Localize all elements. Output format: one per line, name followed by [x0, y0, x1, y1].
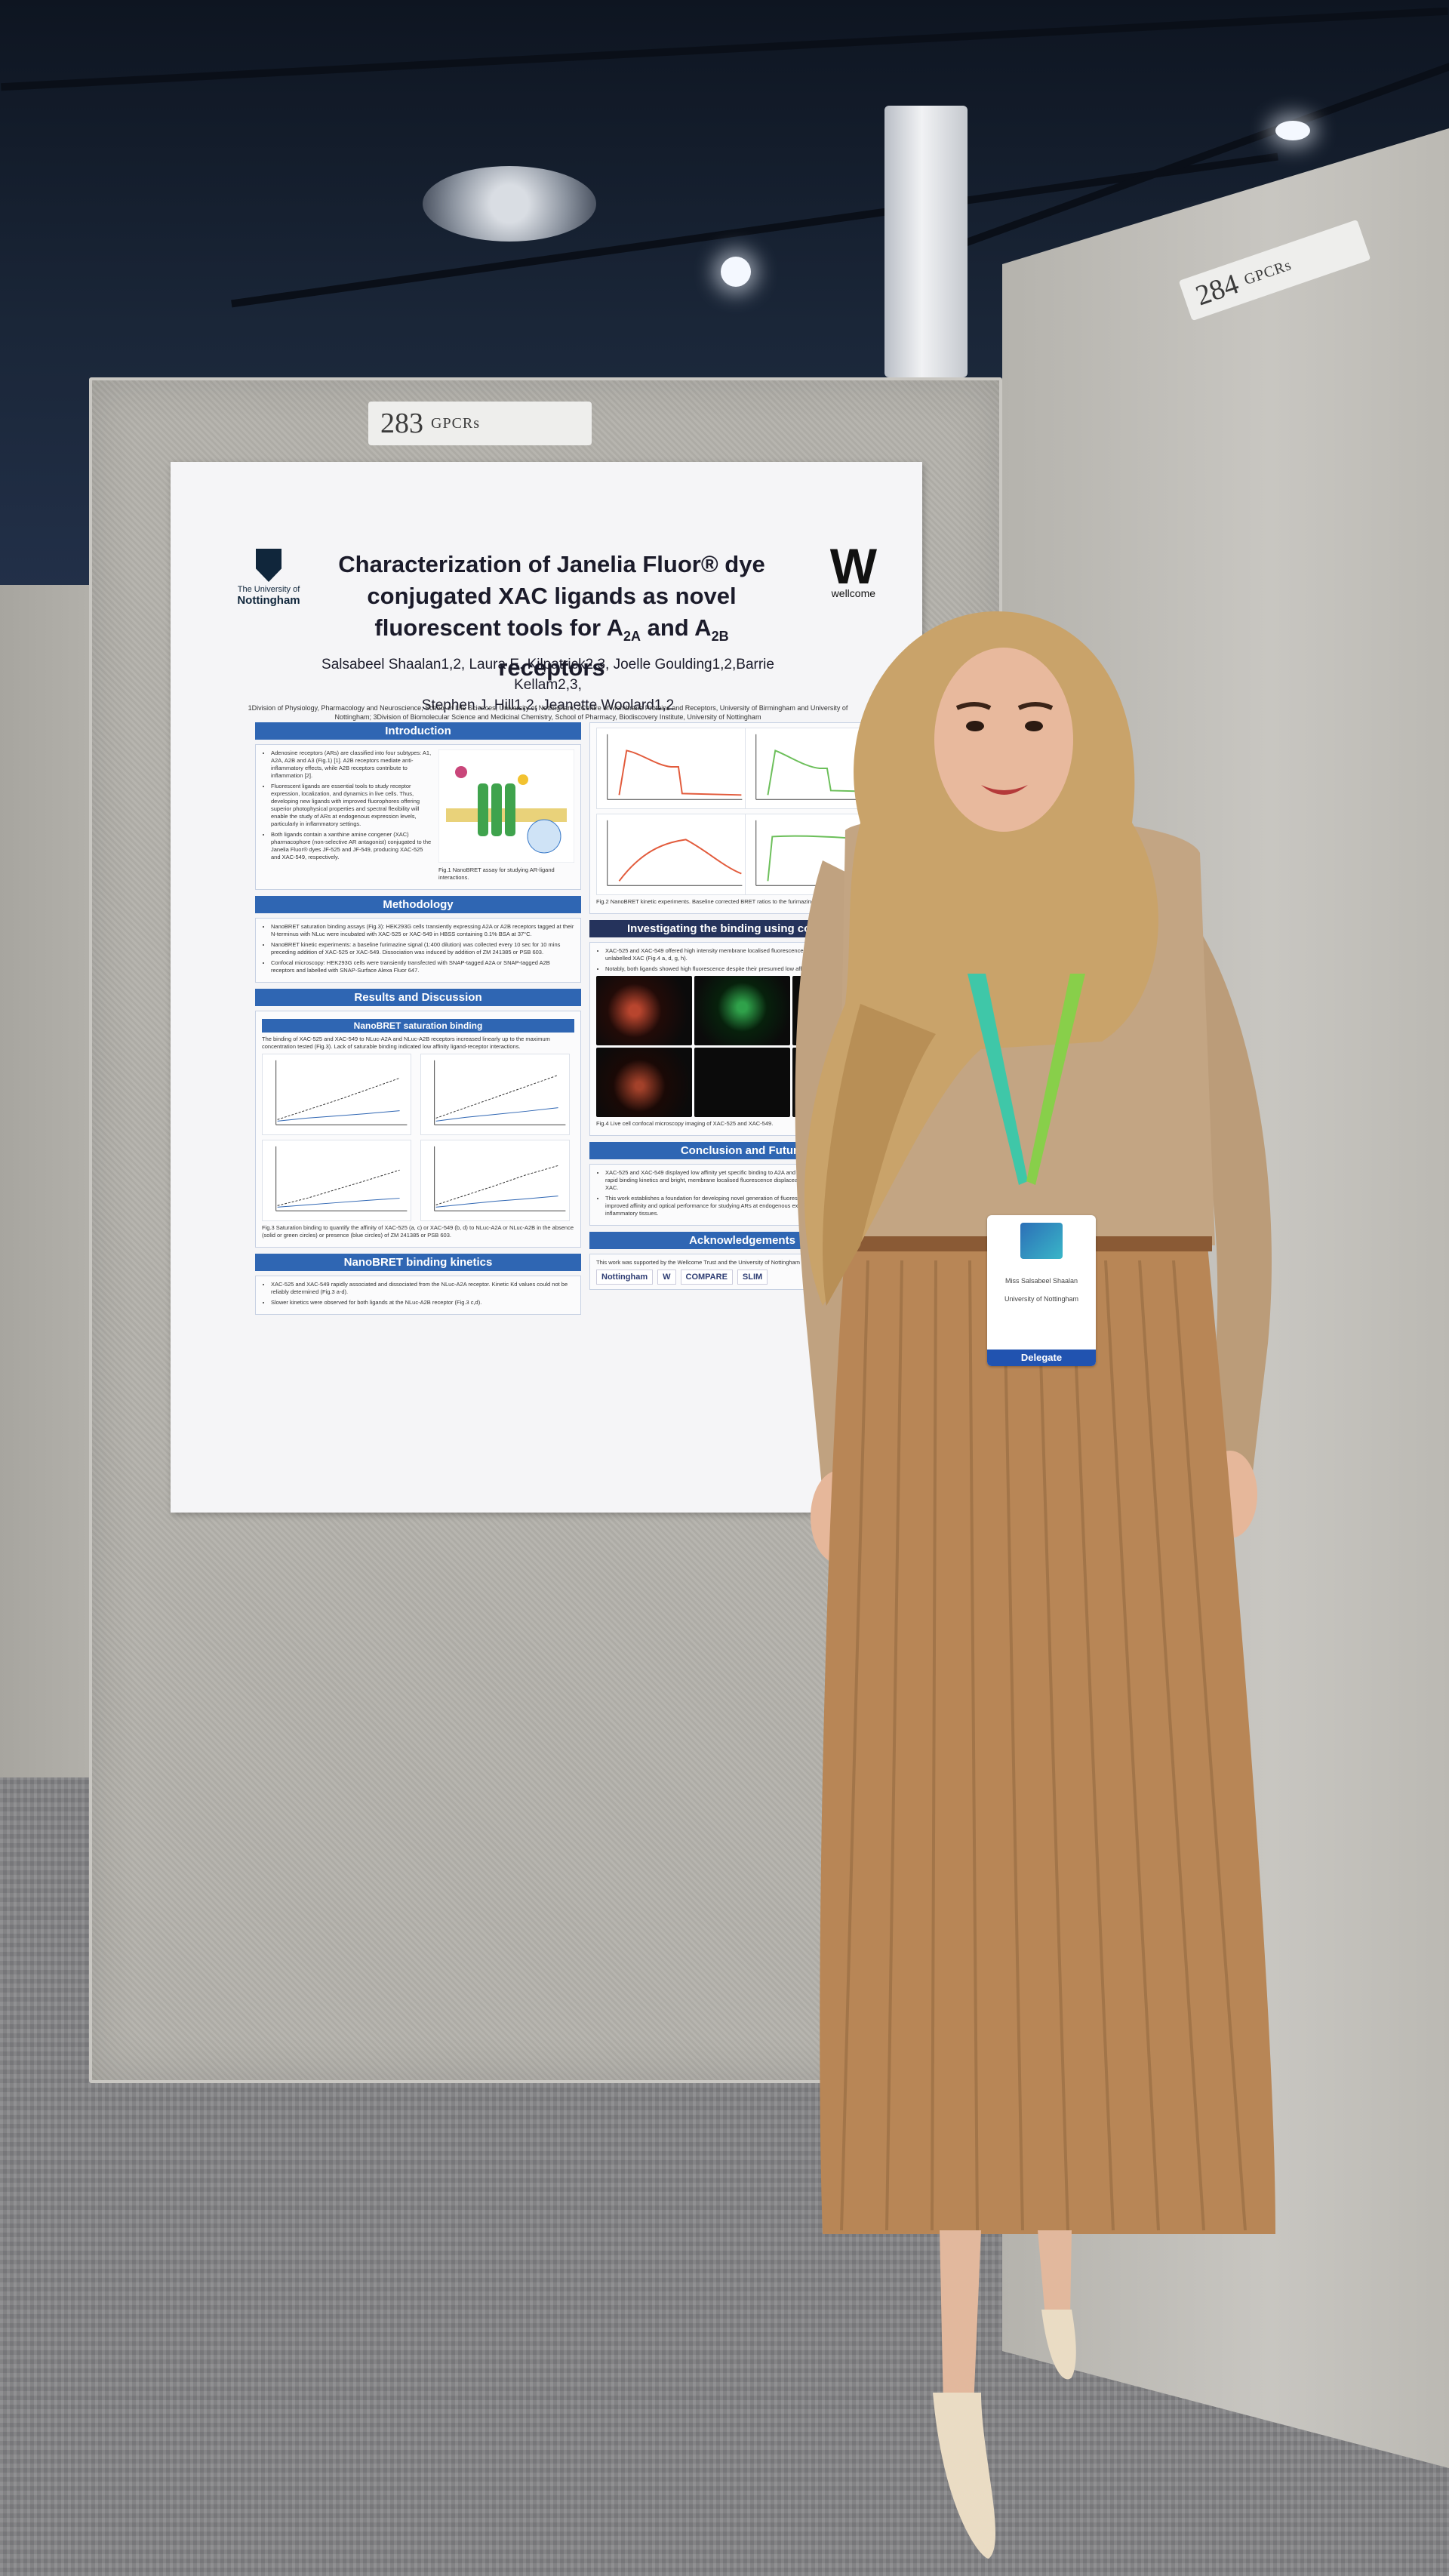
funder-logos: Nottingham W COMPARE SLIM	[596, 1270, 888, 1285]
poster-authors: Salsabeel Shaalan1,2, Laura E. Kilpatric…	[306, 654, 789, 716]
title-text: receptors	[498, 654, 605, 682]
wellcome-logo: W wellcome	[829, 538, 877, 599]
university-of-nottingham-logo: The University of Nottingham	[223, 549, 314, 607]
ceiling-truss	[1, 7, 1448, 91]
ceiling-light	[721, 257, 751, 287]
title-subscript: 2A	[623, 629, 641, 645]
shoe	[1041, 2310, 1076, 2380]
confocal-bullet: Notably, both ligands showed high fluore…	[605, 965, 888, 973]
microscopy-image	[694, 1048, 790, 1117]
microscopy-image	[596, 1048, 692, 1117]
funder-logo: W	[657, 1270, 676, 1285]
funder-logo: Nottingham	[596, 1270, 654, 1285]
kinetics-bullet: Slower kinetics were observed for both l…	[271, 1299, 574, 1306]
kinetics-section: XAC-525 and XAC-549 rapidly associated a…	[255, 1276, 581, 1315]
skirt-pleats	[840, 1260, 1247, 2231]
poster-affiliations: 1Division of Physiology, Pharmacology an…	[248, 704, 848, 721]
figure-caption: Fig.4 Live cell confocal microscopy imag…	[596, 1120, 774, 1127]
logo-text: The University of	[237, 585, 300, 594]
acknowledgement-text: This work was supported by the Wellcome …	[596, 1259, 863, 1266]
intro-bullet: Both ligands contain a xanthine amine co…	[271, 831, 432, 861]
wellcome-text: wellcome	[831, 587, 876, 599]
funder-logo: COMPARE	[680, 1270, 733, 1285]
figure-caption: Fig.2 NanoBRET kinetic experiments. Base…	[596, 898, 815, 905]
funder-logo: SLIM	[737, 1270, 768, 1285]
kinetic-graph	[596, 728, 746, 809]
eyebrow	[955, 702, 992, 710]
booth-number-tag: 283 GPCRs	[368, 402, 592, 445]
saturation-graph-b	[420, 1054, 571, 1135]
method-bullet: NanoBRET kinetic experiments: a baseline…	[271, 941, 574, 956]
section-header-methodology: Methodology	[255, 896, 581, 913]
leg	[1038, 2230, 1072, 2317]
eyebrow	[1017, 702, 1054, 710]
right-arm	[1147, 898, 1272, 1472]
leg	[940, 2230, 981, 2408]
figure-caption: Fig.3 Saturation binding to quantify the…	[262, 1224, 574, 1239]
conclusion-bullet: This work establishes a foundation for d…	[605, 1195, 888, 1217]
face	[934, 648, 1073, 832]
saturation-graph-d	[420, 1140, 571, 1221]
badge-name: Miss Salsabeel Shaalan	[1004, 1277, 1078, 1285]
badge-organisation: University of Nottingham	[1004, 1295, 1079, 1303]
subsection-header: NanoBRET saturation binding	[262, 1019, 574, 1033]
nanobret-assay-figure	[438, 749, 575, 863]
microscopy-image	[596, 976, 692, 1045]
saturation-graph-c	[262, 1140, 412, 1221]
scientific-poster: The University of Nottingham W wellcome …	[171, 462, 922, 1513]
figure-caption: Fig.1 NanoBRET assay for studying AR-lig…	[438, 866, 555, 881]
lanyard	[968, 974, 1028, 1185]
support-pillar	[884, 106, 968, 377]
wellcome-mark: W	[829, 538, 877, 594]
badge-role: Delegate	[987, 1350, 1096, 1366]
title-subscript: 2B	[711, 629, 729, 645]
methodology-section: NanoBRET saturation binding assays (Fig.…	[255, 918, 581, 983]
booth-category: GPCRs	[1241, 256, 1294, 288]
results-section: NanoBRET saturation binding The binding …	[255, 1011, 581, 1248]
microscopy-image	[694, 976, 790, 1045]
section-header-results: Results and Discussion	[255, 989, 581, 1006]
confocal-bullet: XAC-525 and XAC-549 offered high intensi…	[605, 947, 888, 962]
authors-line: Stephen J. Hill1,2, Jeanette Woolard1,2	[421, 697, 675, 713]
title-text: fluorescent tools for A	[374, 614, 623, 641]
results-text: The binding of XAC-525 and XAC-549 to NL…	[262, 1036, 550, 1050]
lanyard	[1026, 974, 1085, 1185]
section-header-kinetics: NanoBRET binding kinetics	[255, 1254, 581, 1271]
ceiling-light	[1275, 121, 1310, 140]
saturation-graphs	[262, 1054, 574, 1221]
introduction-section: Adenosine receptors (ARs) are classified…	[255, 744, 581, 890]
eye	[966, 721, 984, 731]
poster-title: Characterization of Janelia Fluor® dye c…	[329, 549, 774, 684]
intro-bullet: Adenosine receptors (ARs) are classified…	[271, 749, 432, 780]
poster-left-column: Introduction Adenosine receptors (ARs) a…	[255, 722, 581, 1321]
title-line: conjugated XAC ligands as novel	[367, 583, 737, 609]
authors-line: Salsabeel Shaalan1,2, Laura E. Kilpatric…	[321, 657, 774, 693]
method-bullet: Confocal microscopy: HEK293G cells were …	[271, 959, 574, 974]
hijab	[804, 611, 1158, 1306]
booth-category: GPCRs	[431, 414, 481, 432]
conclusion-bullet: XAC-525 and XAC-549 displayed low affini…	[605, 1169, 888, 1192]
intro-bullet: Fluorescent ligands are essential tools …	[271, 783, 432, 828]
hijab-fold	[823, 1004, 936, 1306]
presenter-figure	[795, 611, 1275, 2559]
section-header-introduction: Introduction	[255, 722, 581, 740]
booth-number: 283	[380, 408, 423, 439]
kinetic-graph	[596, 814, 746, 895]
ceiling-vent	[423, 166, 596, 242]
saturation-graph-a	[262, 1054, 412, 1135]
eye	[1025, 721, 1043, 731]
method-bullet: NanoBRET saturation binding assays (Fig.…	[271, 923, 574, 938]
delegate-badge: Miss Salsabeel Shaalan University of Not…	[987, 1215, 1096, 1366]
booth-number: 284	[1192, 268, 1243, 312]
conference-logo-icon	[1020, 1223, 1063, 1259]
mouth	[981, 785, 1028, 795]
title-line: fluorescent tools for A2A and A2B recept…	[329, 612, 774, 684]
title-text: and A	[640, 614, 712, 641]
title-line: Characterization of Janelia Fluor® dye	[338, 551, 765, 577]
kinetics-bullet: XAC-525 and XAC-549 rapidly associated a…	[271, 1281, 574, 1296]
shoe	[933, 2393, 996, 2559]
university-crest-icon	[256, 549, 281, 582]
logo-text: Nottingham	[237, 594, 300, 607]
